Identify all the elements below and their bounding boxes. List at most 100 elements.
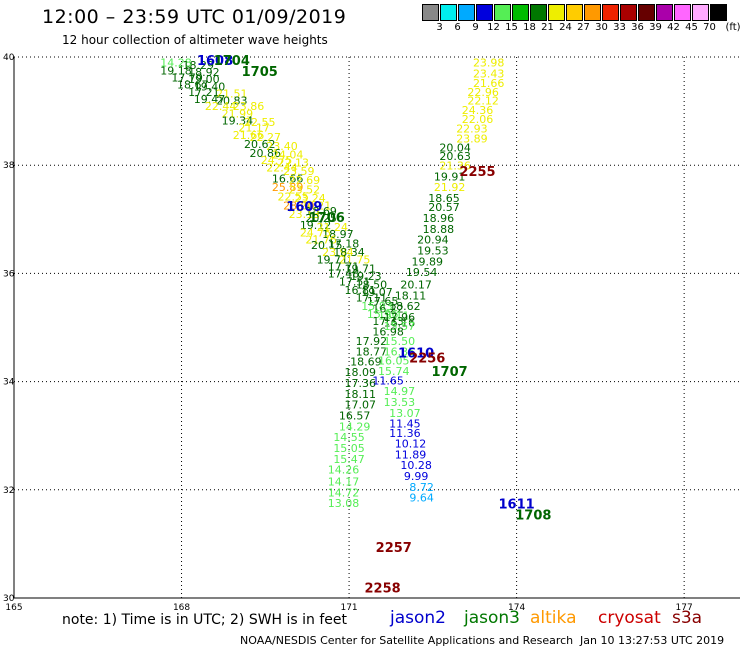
wave-height-value: 22.13 xyxy=(277,156,309,169)
pass-time-label: 1706 xyxy=(309,211,345,226)
wave-height-value: 23.52 xyxy=(289,183,321,196)
wave-height-value: 10.28 xyxy=(400,459,432,472)
wave-height-value: 21.51 xyxy=(216,88,248,101)
wave-height-value: 17.18 xyxy=(328,237,360,250)
wave-height-value: 11.45 xyxy=(389,418,421,431)
pass-time-label: 1608 xyxy=(197,54,233,69)
wave-height-value: 18.96 xyxy=(423,212,455,225)
legend-swatch xyxy=(584,4,601,21)
wave-height-value: 13.07 xyxy=(389,407,421,420)
legend-swatch-label: 27 xyxy=(577,22,590,33)
pass-time-label: 2258 xyxy=(364,582,400,597)
wave-height-value: 14.29 xyxy=(339,420,371,433)
legend-swatch-label: 9 xyxy=(472,22,479,33)
lat-tick-label: 40 xyxy=(3,53,15,63)
legend-unit-label: (ft) xyxy=(725,22,740,33)
wave-height-value: 25.89 xyxy=(272,181,304,194)
wave-height-value: 23.86 xyxy=(233,100,265,113)
wave-height-value: 22.69 xyxy=(289,174,321,187)
wave-height-value: 18.50 xyxy=(356,279,388,292)
wave-height-value: 19.47 xyxy=(194,93,226,106)
pass-time-label: 2256 xyxy=(409,352,445,367)
legend-swatch-label: 18 xyxy=(523,22,536,33)
legend-swatch-label: 6 xyxy=(454,22,461,33)
lat-tick-label: 36 xyxy=(3,269,15,279)
wave-height-value: 19.34 xyxy=(222,115,254,128)
legend-swatch-label: 70 xyxy=(703,22,716,33)
wave-height-value: 23.89 xyxy=(456,132,488,145)
wave-height-value: 19.91 xyxy=(434,170,466,183)
wave-height-value: 18.69 xyxy=(350,355,382,368)
wave-height-value: 16.98 xyxy=(372,326,404,339)
pass-time-label: 1609 xyxy=(286,200,322,215)
pass-time-label: 1610 xyxy=(398,346,434,361)
wave-height-value: 10.12 xyxy=(395,438,427,451)
wave-height-value: 15.47 xyxy=(333,453,365,466)
legend-swatch xyxy=(638,4,655,21)
wave-height-value: 21.24 xyxy=(317,221,349,234)
map-subtitle: 12 hour collection of altimeter wave hei… xyxy=(62,33,328,47)
legend-swatch-label: 21 xyxy=(541,22,554,33)
credit-line: NOAA/NESDIS Center for Satellite Applica… xyxy=(240,634,574,647)
wave-height-value: 23.24 xyxy=(294,192,326,205)
pass-time-label: 2255 xyxy=(459,165,495,180)
wave-height-value: 23.13 xyxy=(289,208,321,221)
wave-height-value: 17.92 xyxy=(356,335,388,348)
wave-height-value: 21.92 xyxy=(434,181,466,194)
wave-height-value: 24.04 xyxy=(272,149,304,162)
wave-height-value: 14.28 xyxy=(160,57,192,70)
wave-height-value: 18.92 xyxy=(188,66,220,79)
wave-height-value: 14.97 xyxy=(384,385,416,398)
wave-height-value: 13.53 xyxy=(384,396,416,409)
wave-height-value: 18.62 xyxy=(389,300,421,313)
wave-height-value: 11.89 xyxy=(395,448,427,461)
wave-height-value: 23.40 xyxy=(266,140,298,153)
legend-swatch-label: 12 xyxy=(487,22,500,33)
legend-swatch xyxy=(548,4,565,21)
pass-time-label: 2257 xyxy=(376,541,412,556)
wave-height-value: 23.43 xyxy=(473,68,505,81)
pass-time-label: 1707 xyxy=(432,365,468,380)
legend-swatch xyxy=(440,4,457,21)
wave-height-value: 19.00 xyxy=(188,73,220,86)
wave-height-value: 20.17 xyxy=(400,279,432,292)
legend-swatch-label: 42 xyxy=(667,22,680,33)
wave-height-value: 22.06 xyxy=(462,113,494,126)
wave-height-value: 22.44 xyxy=(205,100,237,113)
wave-height-value: 9.99 xyxy=(404,470,429,483)
wave-height-value: 19.71 xyxy=(317,254,349,267)
wave-height-value: 18.11 xyxy=(395,289,427,302)
wave-height-value: 18.97 xyxy=(322,228,354,241)
wave-height-value: 14.55 xyxy=(333,431,365,444)
wave-height-value: 19.12 xyxy=(300,219,332,232)
wave-height-value: 18.09 xyxy=(344,366,376,379)
sat-label-jason2: jason2 xyxy=(390,608,446,628)
wave-height-value: 15.83 xyxy=(361,300,393,313)
wave-height-value: 17.71 xyxy=(328,261,360,274)
lat-tick-label: 38 xyxy=(3,161,15,171)
wave-height-value: 28.00 xyxy=(283,200,315,213)
wave-height-value: 24.21 xyxy=(300,200,332,213)
wave-height-value: 20.25 xyxy=(305,212,337,225)
wave-height-value: 24.36 xyxy=(462,104,494,117)
wave-height-value: 15.57 xyxy=(384,320,416,333)
lon-tick-label: 177 xyxy=(676,603,693,613)
wave-height-value: 23.94 xyxy=(322,246,354,259)
lon-tick-label: 171 xyxy=(340,603,357,613)
wave-height-value: 18.88 xyxy=(423,223,455,236)
legend-swatch xyxy=(674,4,691,21)
lat-tick-label: 34 xyxy=(3,378,15,388)
wave-height-value: 20.94 xyxy=(417,234,449,247)
wave-height-value: 19.18 xyxy=(160,64,192,77)
wave-height-value: 22.27 xyxy=(250,131,282,144)
legend-swatch xyxy=(710,4,727,21)
wave-height-value: 24.75 xyxy=(300,227,332,240)
legend-swatch-label: 30 xyxy=(595,22,608,33)
wave-height-value: 21.99 xyxy=(222,108,254,121)
wave-height-value: 21.75 xyxy=(339,254,371,267)
wave-height-value: 19.54 xyxy=(406,266,438,279)
lat-tick-label: 32 xyxy=(3,486,14,496)
wave-height-value: 15.74 xyxy=(378,365,410,378)
legend-swatch-label: 45 xyxy=(685,22,698,33)
